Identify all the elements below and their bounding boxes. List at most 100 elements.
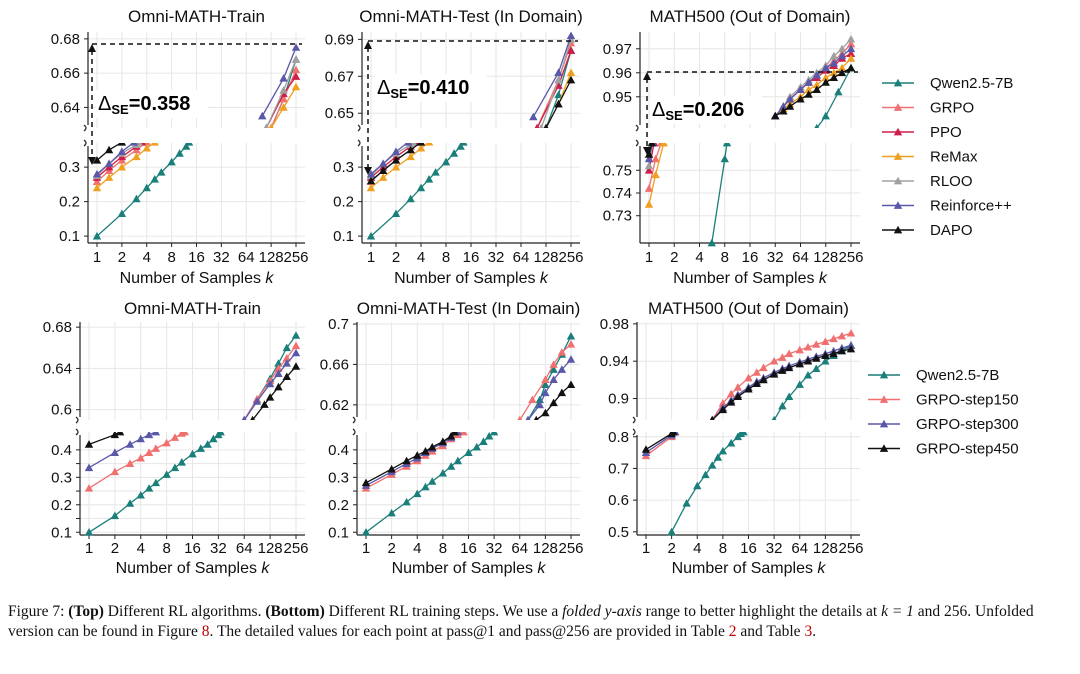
series-grpo-step450-point: [421, 447, 430, 455]
series-grpo-step450-point: [803, 357, 813, 365]
series-remax-point: [268, 123, 274, 128]
chart-title: Omni-MATH-Train: [124, 299, 261, 318]
series-grpo-step450-point: [778, 366, 787, 374]
x-tick-label: 1: [367, 249, 375, 266]
x-tick-label: 2: [667, 540, 675, 557]
x-tick-label: 4: [695, 249, 703, 266]
x-axis-label: Number of Samples k: [394, 270, 549, 287]
series-qwen2-5-7b-point: [722, 143, 732, 147]
delta-annotation: ΔSE=0.358: [98, 93, 190, 117]
y-tick-label-lower: 0.1: [333, 228, 354, 245]
x-axis-label: Number of Samples k: [672, 560, 827, 577]
series-remax-point: [104, 173, 114, 181]
series-qwen2-5-7b-point: [541, 380, 550, 388]
series-qwen2-5-7b-point: [814, 123, 820, 128]
y-tick-label-upper: 0.94: [600, 353, 629, 370]
series-dapo-point: [104, 145, 114, 154]
series-rloo-point: [644, 161, 654, 170]
series-qwen2-5-7b-point: [203, 440, 212, 448]
series-qwen2-5-7b-point: [464, 448, 473, 456]
series-remax-point: [378, 173, 388, 181]
series-dapo-point: [846, 63, 856, 72]
series-rloo-point: [538, 123, 544, 128]
series-qwen2-5-7b-point: [718, 446, 728, 455]
series-reinforce--point: [829, 59, 839, 67]
y-tick-label-lower: 0.74: [603, 185, 632, 202]
series-qwen2-5-7b-point: [366, 231, 376, 240]
y-tick-label-lower: 0.4: [328, 442, 349, 459]
series-qwen2-5-7b-point: [484, 432, 494, 440]
series-qwen2-5-7b-point: [421, 482, 430, 491]
y-tick-label-lower: 0.3: [51, 469, 72, 486]
series-reinforce--point: [785, 95, 795, 103]
series-remax-point: [92, 183, 102, 192]
series-qwen2-5-7b-point: [821, 357, 830, 365]
series-dapo-lower: [92, 143, 127, 164]
caption-folded-italic: folded y-axis: [562, 603, 642, 620]
series-ppo-point: [566, 46, 576, 54]
caption-ref-figure[interactable]: 8: [201, 623, 210, 640]
legend-item-reinforce--label: Reinforce++: [930, 198, 1012, 215]
series-dapo-point: [644, 150, 654, 158]
legend-item-grpo-step300-label: GRPO-step300: [916, 416, 1019, 433]
x-tick-label: 64: [791, 540, 808, 557]
x-axis-label-var: k: [540, 270, 549, 287]
y-tick-label-upper: 0.62: [320, 397, 349, 414]
series-remax-point: [566, 68, 576, 76]
series-qwen2-5-7b-point: [424, 175, 434, 183]
series-grpo-step450-point: [115, 432, 125, 436]
caption-ref-table2[interactable]: 2: [728, 623, 737, 640]
x-tick-label: 8: [719, 540, 727, 557]
series-qwen2-5-7b-point: [175, 149, 184, 157]
caption-and-text: and 256. Unfolded version can be found i…: [8, 603, 1034, 640]
series-grpo-step150-point: [180, 432, 189, 436]
series-grpo-step450-point: [744, 385, 753, 393]
delta-annotation: ΔSE=0.410: [377, 77, 469, 101]
series-grpo-step450-point: [387, 464, 396, 473]
series-remax-point: [142, 143, 151, 152]
series-dapo-point: [416, 143, 426, 146]
series-dapo-lower: [644, 143, 657, 158]
x-tick-label: 256: [838, 249, 863, 266]
y-tick-label-upper: 0.67: [325, 68, 354, 85]
series-reinforce--line: [96, 143, 135, 175]
chart-panel-1: 0.64 0.66 0.68 0.1 0.2 0.3 1 2 4 8 16 32 64 128 256 Omn…: [51, 7, 309, 287]
series-grpo-point: [92, 177, 102, 185]
x-tick-label: 64: [236, 540, 253, 557]
series-grpo-step450-point: [829, 349, 838, 358]
axis-break-mark: [357, 124, 361, 132]
x-tick-label: 2: [387, 540, 395, 557]
series-qwen2-5-7b-point: [157, 168, 166, 176]
series-reinforce--point: [104, 159, 114, 168]
chart-title: Omni-MATH-Train: [128, 7, 265, 26]
series-qwen2-5-7b-point: [472, 442, 481, 451]
series-qwen2-5-7b-point: [713, 453, 723, 461]
x-axis-label-text: Number of Samples: [116, 560, 262, 577]
series-grpo-step450-point: [291, 362, 301, 370]
series-dapo-point: [804, 90, 813, 98]
x-tick-label: 64: [238, 249, 255, 266]
x-tick-label: 32: [488, 249, 505, 266]
chart-title: MATH500 (Out of Domain): [650, 7, 851, 26]
series-grpo-step450-upper: [709, 344, 856, 420]
legend-item-qwen2-5-7b: Qwen2.5-7B: [882, 75, 1013, 92]
legend-item-remax: ReMax: [882, 149, 978, 166]
series-grpo-step150-point: [291, 341, 301, 350]
series-grpo-step450-point: [837, 346, 847, 355]
series-grpo-step150-point: [752, 368, 761, 376]
legend-item-rloo: RLOO: [882, 173, 973, 190]
y-tick-label-upper: 0.96: [603, 65, 632, 82]
series-reinforce--point: [258, 111, 267, 120]
series-grpo-step150-point: [778, 353, 787, 361]
series-grpo-point: [291, 65, 301, 74]
y-tick-label-upper: 0.68: [51, 31, 80, 48]
caption-ref-table3[interactable]: 3: [804, 623, 813, 640]
series-remax-upper: [268, 82, 301, 128]
legend-item-ppo-label: PPO: [930, 124, 962, 141]
series-dapo-point: [566, 75, 576, 84]
series-qwen2-5-7b-lower: [366, 143, 468, 240]
series-grpo-step450-point: [274, 382, 283, 391]
legend-item-grpo-step300-marker: [879, 419, 889, 428]
x-tick-label: 4: [137, 540, 145, 557]
series-reinforce--point: [796, 85, 805, 93]
